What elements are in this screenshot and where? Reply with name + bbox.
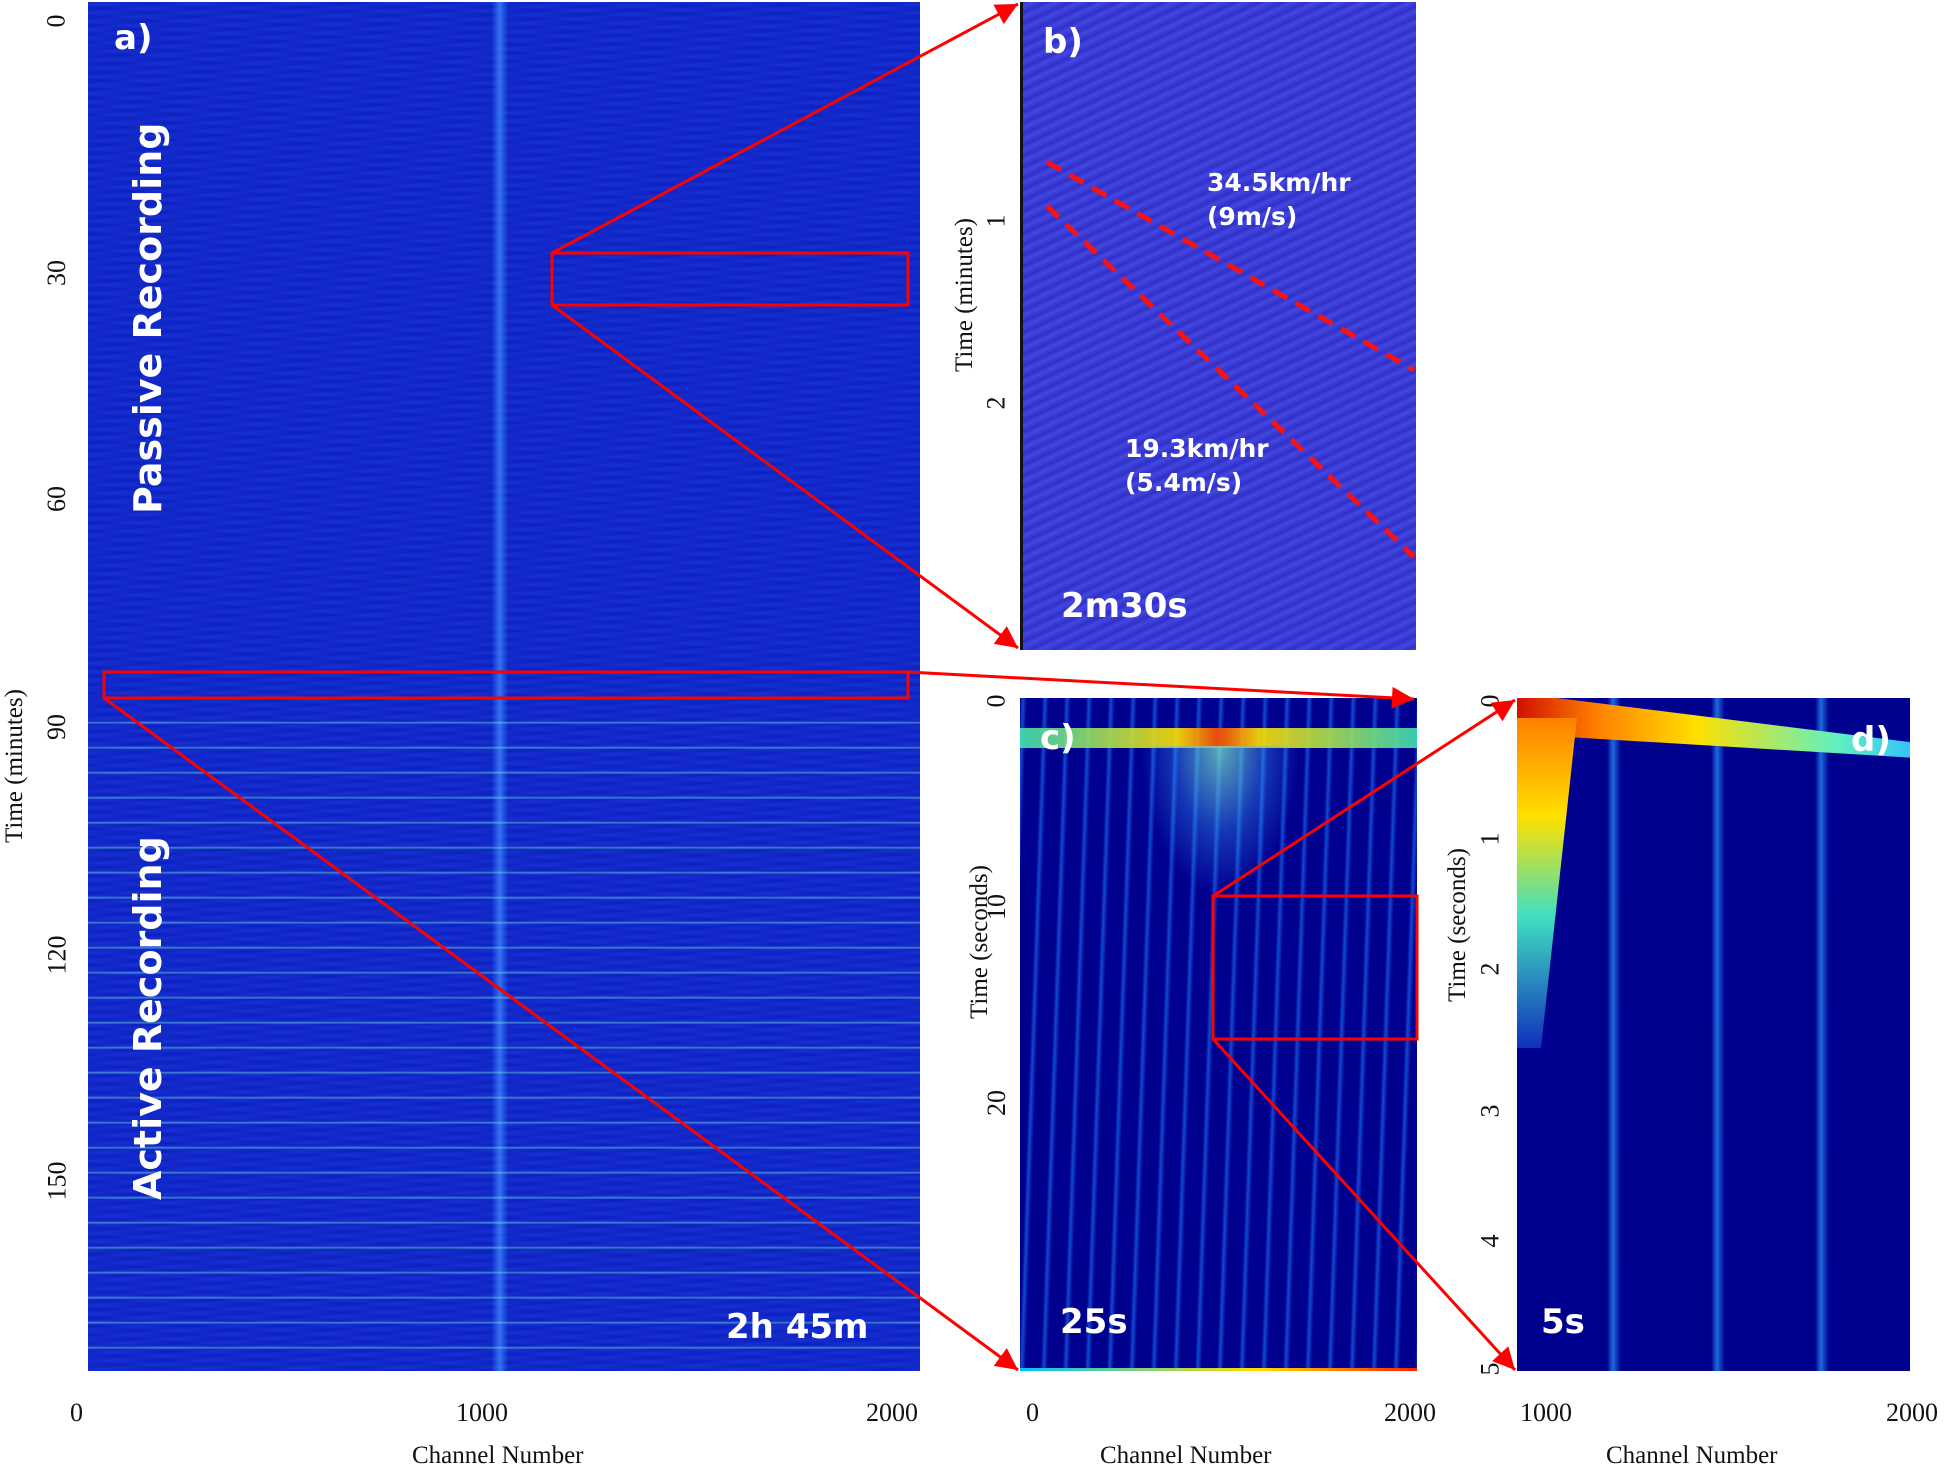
panel-b-heatmap: b) 34.5km/hr (9m/s) 19.3km/hr (5.4m/s) 2… (1020, 2, 1416, 650)
panel-a-xtick: 2000 (866, 1398, 918, 1427)
panel-d-ytick: 3 (1475, 1104, 1505, 1118)
panel-c-letter: c) (1040, 718, 1076, 758)
panel-b-ytick: 2 (981, 396, 1011, 410)
slow-speed-ms: (5.4m/s) (1125, 468, 1243, 497)
panel-a-ytick: 150 (42, 1161, 72, 1201)
panel-d-ytick: 1 (1475, 832, 1505, 846)
panel-d-duration: 5s (1541, 1302, 1585, 1342)
panel-c-ytick: 0 (981, 694, 1011, 708)
panel-a-heatmap: a) Passive Recording Active Recording 2h… (88, 2, 920, 1371)
panel-d-ytick: 0 (1475, 694, 1505, 708)
panel-a-ylabel: Time (minutes) (1, 689, 28, 843)
panel-d-xlabel: Channel Number (1606, 1442, 1778, 1469)
panel-a-xtick: 1000 (456, 1398, 508, 1427)
panel-c-shot-arrival (1020, 728, 1417, 748)
panel-b-letter: b) (1043, 22, 1083, 62)
panel-a-ytick: 0 (41, 14, 71, 28)
panel-d-ylabel: Time (seconds) (1444, 848, 1471, 1002)
slow-speed-kmh: 19.3km/hr (1125, 434, 1269, 463)
panel-c-ytick: 20 (982, 1090, 1011, 1116)
panel-c-ylabel: Time (seconds) (966, 865, 993, 1019)
panel-c-duration: 25s (1060, 1302, 1128, 1342)
panel-d-ytick: 2 (1475, 962, 1505, 976)
panel-a-ytick: 120 (42, 935, 72, 975)
fast-speed-annotation: 34.5km/hr (9m/s) (1207, 166, 1351, 234)
fast-speed-ms: (9m/s) (1207, 202, 1298, 231)
panel-d-near-offset (1517, 718, 1577, 1048)
panel-c-xtick: 2000 (1384, 1398, 1436, 1427)
panel-b-ylabel: Time (minutes) (951, 218, 978, 372)
panel-a-ytick: 60 (42, 486, 71, 512)
active-recording-label: Active Recording (126, 836, 170, 1200)
panel-c-fan (1140, 746, 1300, 896)
panel-d-ytick: 4 (1475, 1234, 1505, 1248)
panel-c-heatmap: c) 25s (1020, 698, 1417, 1371)
panel-d-letter: d) (1851, 720, 1891, 760)
panel-a-xlabel: Channel Number (412, 1442, 584, 1469)
panel-b-duration: 2m30s (1061, 586, 1188, 626)
fast-speed-kmh: 34.5km/hr (1207, 168, 1351, 197)
slow-speed-annotation: 19.3km/hr (5.4m/s) (1125, 432, 1269, 500)
panel-d-xtick: 2000 (1886, 1398, 1938, 1427)
panel-d-heatmap: d) 5s (1517, 698, 1910, 1371)
panel-d-xtick: 1000 (1520, 1398, 1572, 1427)
panel-a-ytick: 30 (42, 260, 71, 286)
panel-d-ytick: 5 (1475, 1362, 1505, 1376)
passive-recording-label: Passive Recording (126, 122, 170, 514)
panel-b-ytick: 1 (981, 214, 1011, 228)
panel-a-xtick: 0 (70, 1398, 83, 1427)
panel-a-ytick: 90 (42, 714, 71, 740)
panel-c-xtick: 0 (1026, 1398, 1039, 1427)
panel-c-bottom-strip (1020, 1368, 1417, 1371)
panel-a-letter: a) (114, 18, 153, 58)
panel-a-duration: 2h 45m (726, 1307, 869, 1347)
panel-c-xlabel: Channel Number (1100, 1442, 1272, 1469)
